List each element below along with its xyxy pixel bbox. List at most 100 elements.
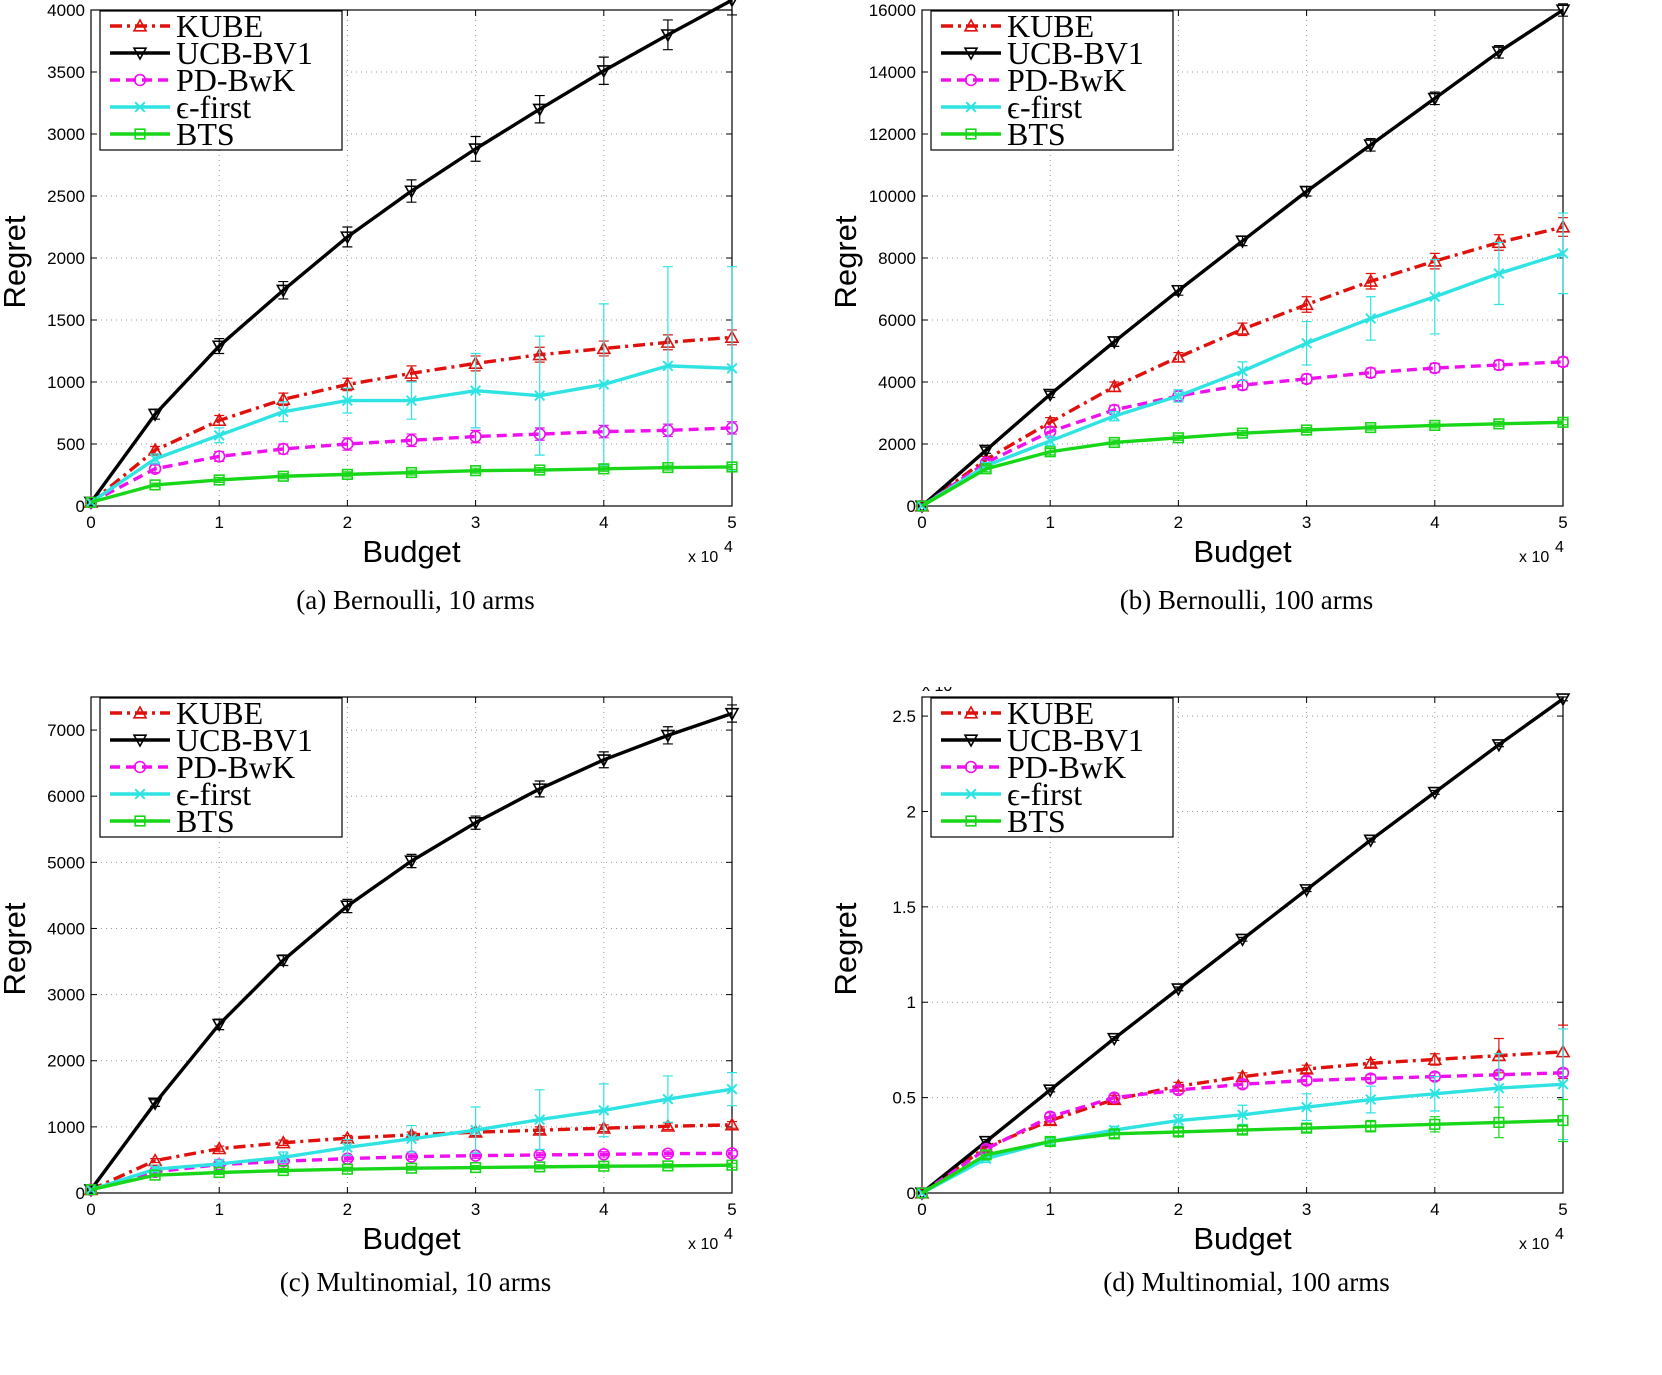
- data-point-marker: [1171, 983, 1186, 997]
- data-point-marker: [1557, 1078, 1569, 1090]
- data-point-marker: [149, 479, 161, 491]
- data-point-marker: [1235, 321, 1250, 335]
- data-point-marker: [1364, 1072, 1377, 1085]
- legend-label: BTS: [1007, 803, 1066, 839]
- data-point-marker: [1235, 933, 1250, 947]
- y-tick-label: 5000: [47, 853, 85, 872]
- series-line: [90, 426, 733, 504]
- x-tick-label: 4: [599, 513, 608, 532]
- data-point-marker: [1429, 1088, 1441, 1100]
- series-pd-bwk: [84, 1147, 739, 1196]
- legend-box: [930, 697, 1174, 838]
- legend-label: KUBE: [176, 8, 263, 44]
- y-tick-label: 0.5: [892, 1089, 916, 1108]
- data-point-marker: [133, 760, 147, 774]
- x-tick-label: 1: [214, 513, 223, 532]
- chart-b: 0 1 2 3 4 5 0 2000 4000 6000 8000 10000 12000 14000 16…: [831, 1, 1571, 569]
- legend-label: UCB-BV1: [1007, 35, 1144, 71]
- series-bts: [85, 1159, 738, 1196]
- legend-label: ϵ-first: [1007, 776, 1082, 812]
- data-point-marker: [1300, 1122, 1313, 1134]
- plot-area: [921, 696, 1564, 1194]
- data-point-marker: [964, 73, 978, 87]
- data-point-marker: [341, 395, 353, 407]
- x-axis-multiplier-exponent: 4: [1555, 539, 1564, 556]
- data-point-marker: [1555, 4, 1571, 18]
- data-point-marker: [1365, 1120, 1377, 1132]
- data-point-marker: [470, 1124, 482, 1136]
- data-point-marker: [965, 788, 977, 800]
- legend-label: KUBE: [176, 695, 263, 731]
- x-axis-multiplier: x 10: [688, 549, 718, 566]
- data-point-marker: [405, 434, 418, 447]
- data-point-marker: [1299, 296, 1314, 311]
- legend-label: UCB-BV1: [176, 35, 313, 71]
- y-axis-label: Regret: [831, 902, 863, 995]
- legend-label: KUBE: [1007, 695, 1094, 731]
- data-point-marker: [598, 1104, 610, 1116]
- series-pd-bwk: [915, 1066, 1570, 1200]
- y-tick-label: 6000: [47, 787, 85, 806]
- series-line: [921, 1071, 1564, 1195]
- series-line: [90, 1151, 733, 1192]
- data-point-marker: [1364, 366, 1377, 379]
- data-point-marker: [1236, 427, 1249, 439]
- data-point-marker: [147, 1097, 163, 1111]
- series-line: [921, 1050, 1564, 1195]
- data-point-marker: [1235, 235, 1250, 249]
- data-point-marker: [597, 1148, 610, 1161]
- data-point-marker: [1236, 1078, 1249, 1091]
- data-point-marker: [596, 754, 612, 768]
- data-point-marker: [275, 284, 291, 298]
- data-point-marker: [1171, 349, 1186, 363]
- x-tick-label: 2: [343, 1200, 352, 1219]
- error-bar: [278, 1139, 289, 1146]
- data-point-marker: [1363, 273, 1379, 287]
- data-point-marker: [1427, 786, 1443, 801]
- y-tick-label: 7000: [47, 721, 85, 740]
- data-point-marker: [1300, 1074, 1313, 1087]
- y-tick-label: 6000: [878, 311, 916, 330]
- data-point-marker: [132, 18, 148, 32]
- data-point-marker: [1108, 1128, 1120, 1140]
- data-point-marker: [1299, 1061, 1314, 1075]
- data-point-marker: [1300, 424, 1313, 436]
- series-line: [920, 697, 1564, 1195]
- data-point-marker: [211, 1141, 227, 1155]
- data-point-marker: [1365, 312, 1377, 324]
- data-point-marker: [134, 128, 146, 140]
- data-point-marker: [468, 143, 483, 157]
- error-bar: [727, 1150, 737, 1157]
- data-point-marker: [726, 1159, 738, 1171]
- data-point-marker: [275, 1135, 291, 1149]
- data-point-marker: [1491, 739, 1507, 753]
- data-point-marker: [1172, 390, 1184, 402]
- series-line: [921, 420, 1564, 508]
- y-axis-label: Regret: [0, 902, 32, 995]
- legend-label: BTS: [176, 803, 235, 839]
- data-point-marker: [1044, 435, 1056, 447]
- y-tick-label: 0: [76, 497, 85, 516]
- x-tick-label: 5: [1558, 1200, 1567, 1219]
- legend-label: KUBE: [1007, 8, 1094, 44]
- data-point-marker: [532, 103, 548, 117]
- series-line: [89, 711, 733, 1191]
- error-bar: [406, 433, 417, 448]
- data-point-marker: [1493, 1082, 1505, 1094]
- x-axis-multiplier-exponent: 4: [724, 1226, 733, 1243]
- data-point-marker: [1429, 419, 1441, 432]
- y-tick-label: 1.5: [892, 898, 916, 917]
- data-point-marker: [132, 47, 148, 61]
- data-point-marker: [964, 760, 978, 774]
- data-point-marker: [1557, 247, 1569, 259]
- y-tick-label: 3000: [47, 125, 85, 144]
- data-point-marker: [916, 1187, 928, 1199]
- data-point-marker: [726, 461, 738, 473]
- chart-panel-b: 0 1 2 3 4 5 0 2000 4000 6000 8000 10000 12000 14000 16…: [831, 0, 1662, 687]
- legend-label: UCB-BV1: [176, 722, 313, 758]
- data-point-marker: [1106, 379, 1122, 393]
- data-point-marker: [1429, 291, 1441, 303]
- data-point-marker: [963, 47, 979, 61]
- x-tick-label: 0: [86, 1200, 95, 1219]
